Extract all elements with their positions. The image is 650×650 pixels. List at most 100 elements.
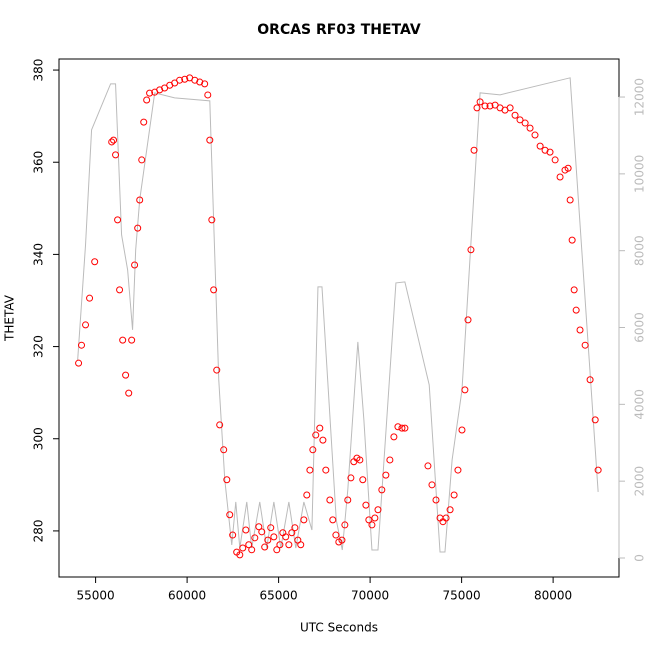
data-point	[386, 456, 394, 464]
y2-tick-label: 6000	[633, 312, 647, 343]
data-point	[138, 156, 146, 164]
data-point	[216, 421, 224, 429]
data-point	[450, 491, 458, 499]
data-point	[572, 306, 580, 314]
data-point	[223, 476, 231, 484]
data-point	[309, 446, 317, 454]
data-point	[251, 534, 259, 542]
data-point	[424, 462, 432, 470]
data-point	[291, 524, 299, 532]
data-point	[131, 261, 139, 269]
data-point	[332, 531, 340, 539]
data-point	[261, 543, 269, 551]
y-axis-label: THETAV	[3, 294, 17, 342]
data-point	[322, 466, 330, 474]
data-point	[581, 341, 589, 349]
data-point	[467, 246, 475, 254]
data-point	[255, 523, 263, 531]
data-point	[347, 474, 355, 482]
data-point	[282, 533, 290, 541]
data-point	[556, 173, 564, 181]
data-point	[568, 236, 576, 244]
data-point	[239, 544, 247, 552]
data-point	[176, 76, 184, 84]
data-point	[428, 481, 436, 489]
data-point	[181, 75, 189, 83]
data-point	[454, 466, 462, 474]
data-point	[226, 511, 234, 519]
data-point	[136, 196, 144, 204]
data-point	[204, 91, 212, 99]
plot-frame	[58, 58, 620, 578]
data-point	[546, 148, 554, 156]
data-point	[319, 436, 327, 444]
data-point	[119, 336, 127, 344]
data-point	[316, 424, 324, 432]
data-point	[594, 466, 602, 474]
data-point	[564, 164, 572, 172]
data-point	[273, 546, 281, 554]
y2-tick-label: 4000	[633, 389, 647, 420]
x-tick-label: 80000	[534, 589, 572, 603]
altitude-line	[77, 77, 599, 553]
data-point	[521, 119, 529, 127]
y-tick-label: 340	[32, 243, 46, 266]
data-point	[359, 476, 367, 484]
data-point	[270, 533, 278, 541]
data-point	[114, 216, 122, 224]
data-point	[258, 528, 266, 536]
data-point	[432, 496, 440, 504]
data-point	[134, 224, 142, 232]
data-point	[458, 426, 466, 434]
data-point	[481, 102, 489, 110]
data-point	[248, 546, 256, 554]
data-point	[506, 104, 514, 112]
data-point	[86, 294, 94, 302]
data-point	[356, 456, 364, 464]
x-tick-label: 75000	[443, 589, 481, 603]
chart-title: ORCAS RF03 THETAV	[257, 22, 421, 38]
data-point	[122, 371, 130, 379]
data-point	[446, 506, 454, 514]
data-point	[146, 89, 154, 97]
data-point	[362, 501, 370, 509]
data-point	[264, 536, 272, 544]
data-point	[220, 446, 228, 454]
y-tick-label: 360	[32, 151, 46, 174]
data-point	[516, 116, 524, 124]
data-point	[208, 216, 216, 224]
data-point	[82, 321, 90, 329]
data-point	[344, 496, 352, 504]
y-tick-label: 380	[32, 59, 46, 82]
data-point	[511, 111, 519, 119]
data-point	[312, 431, 320, 439]
data-point	[473, 104, 481, 112]
data-point	[586, 376, 594, 384]
data-point	[368, 521, 376, 529]
x-tick-label: 55000	[77, 589, 115, 603]
data-point	[531, 131, 539, 139]
data-point	[329, 516, 337, 524]
data-point	[285, 541, 293, 549]
data-point	[213, 366, 221, 374]
data-point	[341, 521, 349, 529]
x-tick-label: 65000	[260, 589, 298, 603]
data-point	[210, 286, 218, 294]
data-point	[116, 286, 124, 294]
y-tick-label: 320	[32, 335, 46, 358]
data-point	[303, 491, 311, 499]
data-point	[536, 142, 544, 150]
data-point	[201, 80, 209, 88]
data-point	[91, 258, 99, 266]
y-tick-label: 300	[32, 427, 46, 450]
data-point	[551, 156, 559, 164]
data-point	[143, 96, 151, 104]
y-tick-label: 280	[32, 519, 46, 542]
data-point	[371, 514, 379, 522]
data-point	[338, 536, 346, 544]
data-point	[394, 423, 402, 431]
data-point	[242, 526, 250, 534]
data-point	[398, 424, 406, 432]
data-point	[486, 102, 494, 110]
